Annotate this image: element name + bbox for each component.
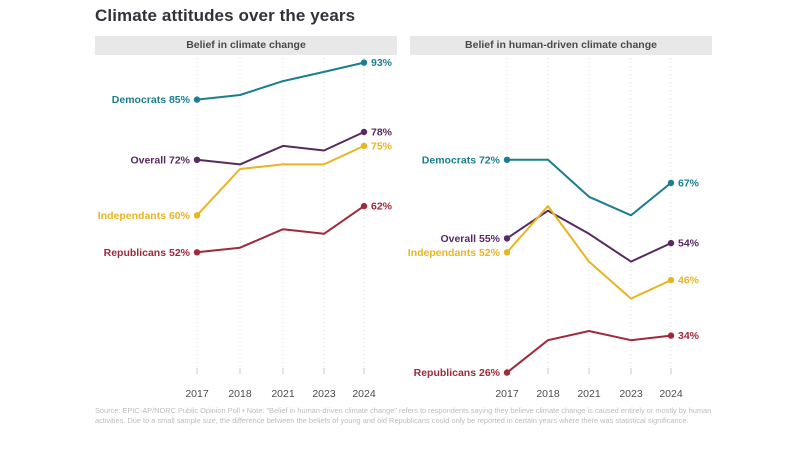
line-republicans — [196, 205, 365, 254]
footer-source-note: Source: EPIC-AP/NORC Public Opinion Poll… — [95, 406, 712, 425]
series-end-label-independants: 46% — [678, 275, 700, 287]
series-end-label-republicans: 62% — [371, 201, 393, 213]
point-independants-2017 — [503, 249, 511, 256]
year-label-2021: 2021 — [271, 388, 295, 400]
series-start-label-democrats: Democrats 72% — [422, 154, 501, 166]
series-end-label-democrats: 67% — [678, 177, 700, 189]
year-label-2018: 2018 — [536, 388, 560, 400]
point-republicans-2017 — [193, 249, 201, 256]
year-label-2024: 2024 — [352, 388, 376, 400]
point-republicans-2024 — [360, 202, 368, 210]
line-democrats — [196, 61, 365, 101]
series-start-label-democrats: Democrats 85% — [112, 94, 191, 106]
line-overall — [506, 209, 672, 263]
series-start-label-independants: Independants 60% — [98, 210, 191, 222]
series-end-label-overall: 54% — [678, 238, 700, 250]
series-start-label-independants: Independants 52% — [408, 247, 501, 259]
year-label-2017: 2017 — [185, 388, 209, 400]
point-overall-2017 — [193, 156, 201, 163]
point-republicans-2024 — [667, 332, 675, 339]
series-end-label-overall: 78% — [371, 127, 393, 139]
series-end-label-republicans: 34% — [678, 330, 700, 342]
point-independants-2017 — [193, 212, 201, 219]
year-label-2023: 2023 — [312, 388, 336, 400]
line-independants — [196, 144, 365, 217]
year-label-2023: 2023 — [619, 388, 643, 400]
point-overall-2024 — [360, 128, 368, 136]
chart-panel-1: 2017 2018 2021 2023 2024 Democrats 72% 67% Over… — [408, 58, 700, 400]
series-start-label-overall: Overall 55% — [440, 233, 500, 245]
series-end-label-democrats: 93% — [371, 57, 393, 69]
series-end-label-independants: 75% — [371, 140, 393, 152]
point-overall-2024 — [667, 239, 675, 247]
series-start-label-overall: Overall 72% — [130, 154, 190, 166]
point-independants-2024 — [667, 276, 675, 284]
point-republicans-2017 — [503, 369, 511, 376]
panel-header-belief-human-driven: Belief in human-driven climate change — [410, 36, 712, 55]
year-label-2024: 2024 — [659, 388, 683, 400]
series-start-label-republicans: Republicans 52% — [104, 247, 191, 259]
page-title: Climate attitudes over the years — [95, 6, 356, 25]
line-overall — [196, 131, 365, 166]
series-start-label-republicans: Republicans 26% — [414, 367, 501, 379]
chart-panel-0: 2017 2018 2021 2023 2024 Democrats 85% 93% Over… — [98, 57, 393, 400]
panel-header-belief-climate-change: Belief in climate change — [95, 36, 397, 55]
year-label-2017: 2017 — [495, 388, 519, 400]
point-democrats-2017 — [193, 96, 201, 103]
point-independants-2024 — [360, 142, 368, 150]
point-democrats-2024 — [667, 179, 675, 187]
point-overall-2017 — [503, 235, 511, 242]
year-label-2018: 2018 — [228, 388, 252, 400]
point-democrats-2024 — [360, 59, 368, 66]
line-republicans — [506, 330, 672, 374]
line-independants — [506, 205, 672, 300]
year-label-2021: 2021 — [577, 388, 601, 400]
line-democrats — [506, 158, 672, 217]
point-democrats-2017 — [503, 156, 511, 163]
